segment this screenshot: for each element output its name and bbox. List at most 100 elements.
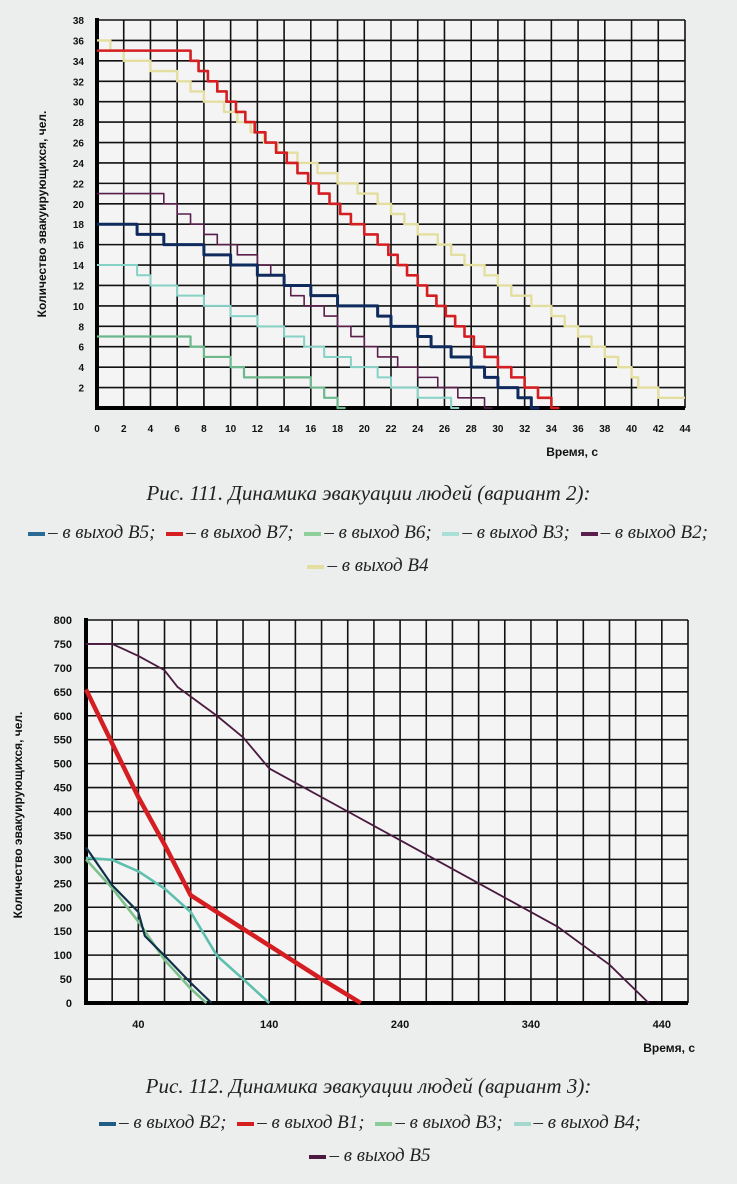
- legend-swatch: [99, 1121, 117, 1126]
- legend-item: – в выход В6;: [304, 522, 432, 543]
- y-tick-label: 8: [78, 322, 84, 333]
- series-line-в-выход-В2: [97, 192, 493, 409]
- legend-label: – в выход В3;: [462, 522, 570, 543]
- x-tick-label: 36: [573, 424, 585, 435]
- legend-swatch: [309, 1154, 327, 1159]
- y-tick-label: 20: [73, 200, 85, 211]
- chart-evacuation-variant-3: 40 140 240 340 440 0 50 100 150 200 250 300 350 400 45…: [11, 615, 695, 1055]
- x-tick-label: 42: [653, 424, 665, 435]
- y-tick-label: 150: [54, 926, 72, 938]
- legend-swatch: [375, 1121, 393, 1126]
- x-tick-label: 20: [359, 424, 371, 435]
- legend-swatch: [28, 531, 46, 536]
- y-tick-label: 700: [54, 663, 72, 675]
- legend-figure-112: – в выход В2; – в выход В1; – в выход В3…: [80, 1106, 660, 1172]
- y-tick-label: 34: [73, 57, 85, 68]
- legend-swatch: [513, 1121, 531, 1126]
- y-tick-label: 36: [73, 36, 85, 47]
- figure-111-caption: Рис. 111. Динамика эвакуации людей (вари…: [146, 481, 591, 505]
- x-tick-label: 40: [132, 1019, 144, 1031]
- y-tick-label: 6: [78, 343, 84, 354]
- x-axis-label: Время, с: [643, 1041, 695, 1055]
- legend-item: – в выход В5;: [28, 522, 155, 543]
- y-tick-label: 0: [66, 998, 72, 1010]
- legend-label: – в выход В5: [329, 1145, 431, 1166]
- legend-item: – в выход В4: [307, 555, 429, 576]
- legend-label: – в выход В4: [327, 555, 429, 576]
- y-tick-label: 4: [78, 363, 84, 374]
- legend-swatch: [580, 531, 598, 536]
- x-tick-label: 2: [121, 424, 127, 435]
- x-tick-label: 26: [439, 424, 451, 435]
- y-tick-label: 38: [73, 16, 85, 27]
- legend-label: – в выход В7;: [186, 522, 294, 543]
- series-line-в-выход-В2: [85, 846, 213, 1004]
- x-tick-label: 28: [466, 424, 478, 435]
- y-tick-label: 26: [73, 139, 85, 150]
- legend-label: – в выход В2;: [600, 522, 708, 543]
- legend-item: – в выход В7;: [166, 522, 294, 543]
- y-tick-label: 350: [54, 830, 72, 842]
- x-tick-label: 30: [492, 424, 504, 435]
- x-tick-label: 4: [148, 424, 154, 435]
- y-axis-label: Количество эвакуирующихся, чел.: [11, 712, 25, 919]
- series-line-в-выход-В4: [97, 39, 685, 399]
- legend-item: – в выход В1;: [237, 1112, 365, 1133]
- y-tick-label: 50: [60, 974, 72, 986]
- y-tick-label: 750: [54, 639, 72, 651]
- x-tick-label: 14: [279, 424, 291, 435]
- x-axis-label: Время, с: [546, 445, 598, 459]
- y-tick-label: 500: [54, 759, 72, 771]
- x-tick-label: 0: [94, 424, 100, 435]
- legend-swatch: [304, 531, 322, 536]
- x-tick-label: 22: [385, 424, 397, 435]
- x-tick-label: 10: [225, 424, 237, 435]
- x-tick-label: 24: [412, 424, 424, 435]
- x-tick-label: 12: [252, 424, 264, 435]
- x-tick-label: 32: [519, 424, 531, 435]
- y-tick-label: 16: [73, 241, 85, 252]
- legend-item: – в выход В4;: [513, 1112, 641, 1133]
- legend-label: – в выход В3;: [395, 1112, 503, 1133]
- y-tick-label: 100: [54, 950, 72, 962]
- y-tick-label: 550: [54, 735, 72, 747]
- legend-item: – в выход В3;: [375, 1112, 503, 1133]
- legend-swatch: [307, 564, 325, 569]
- series-line-в-выход-В3: [85, 858, 208, 1004]
- y-tick-label: 800: [54, 615, 72, 627]
- legend-label: – в выход В4;: [533, 1112, 641, 1133]
- y-tick-label: 250: [54, 878, 72, 890]
- legend-item: – в выход В2;: [99, 1112, 227, 1133]
- y-tick-label: 300: [54, 854, 72, 866]
- series-line-в-выход-В1: [83, 688, 362, 1005]
- x-tick-label: 140: [260, 1019, 278, 1031]
- x-tick-label: 340: [522, 1019, 540, 1031]
- y-tick-label: 28: [73, 118, 85, 129]
- series-line-в-выход-В7: [97, 49, 560, 410]
- legend-figure-111: – в выход В5; – в выход В7; – в выход В6…: [18, 516, 718, 582]
- y-tick-label: 12: [73, 281, 85, 292]
- y-tick-label: 400: [54, 807, 72, 819]
- figure-112-caption: Рис. 112. Динамика эвакуации людей (вари…: [145, 1074, 592, 1098]
- y-tick-label: 10: [73, 302, 85, 313]
- y-tick-label: 24: [73, 159, 85, 170]
- legend-item: – в выход В2;: [580, 522, 708, 543]
- legend-swatch: [237, 1121, 255, 1126]
- y-tick-label: 32: [73, 77, 85, 88]
- x-tick-label: 6: [174, 424, 180, 435]
- legend-label: – в выход В6;: [324, 522, 432, 543]
- x-tick-label: 240: [391, 1019, 409, 1031]
- y-tick-label: 650: [54, 687, 72, 699]
- series-line-в-выход-В3: [97, 264, 460, 409]
- x-tick-label: 440: [653, 1019, 671, 1031]
- series-line-в-выход-В4: [85, 856, 271, 1004]
- y-tick-label: 14: [73, 261, 85, 272]
- x-tick-label: 44: [679, 424, 691, 435]
- chart-evacuation-variant-2: 0 2 4 6 8 10 12 14 16 18 20 22 24 26 28 30 32 34 36 38 40 42 4…: [35, 16, 691, 459]
- x-tick-label: 38: [599, 424, 611, 435]
- series-line-в-выход-В6: [97, 335, 346, 410]
- y-tick-label: 450: [54, 783, 72, 795]
- y-tick-label: 2: [78, 384, 84, 395]
- x-tick-label: 8: [201, 424, 207, 435]
- legend-swatch: [442, 531, 460, 536]
